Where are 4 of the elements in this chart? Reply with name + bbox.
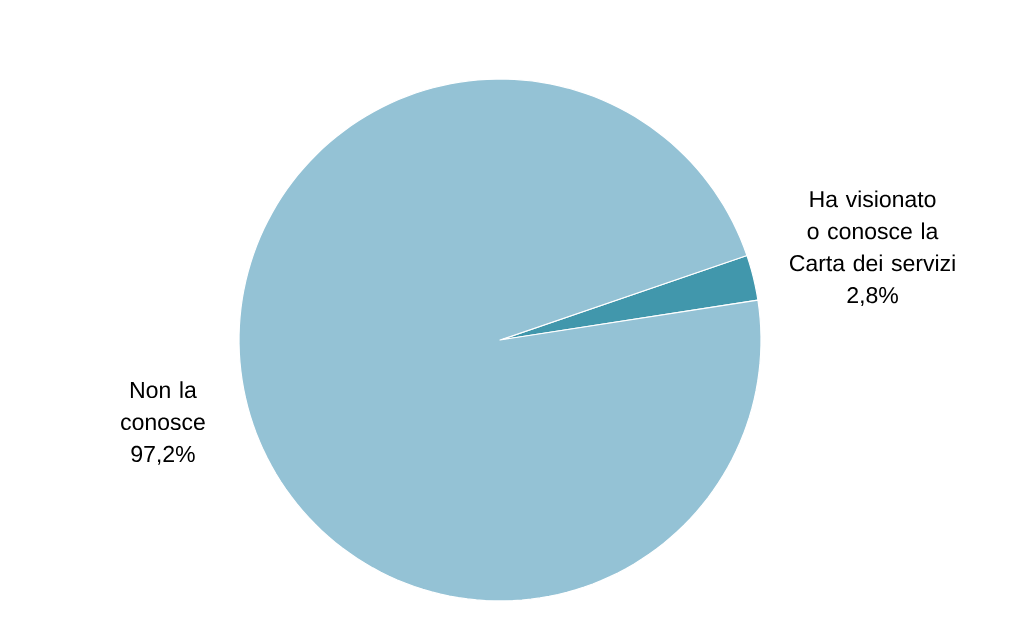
slice-label: Non la conosce <box>121 381 205 431</box>
slice-label: Ha visionato o conosce la Carta dei servizi <box>789 190 955 272</box>
data-label: 97,2% <box>131 445 195 465</box>
data-label: 2,8% <box>847 287 898 307</box>
